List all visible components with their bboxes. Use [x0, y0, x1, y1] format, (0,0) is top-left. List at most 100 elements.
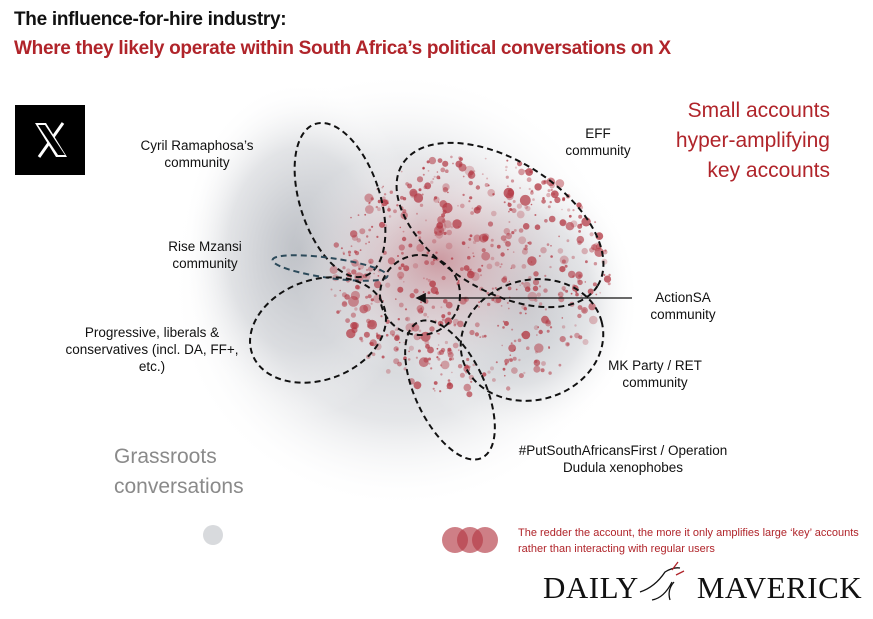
account-node	[575, 290, 578, 294]
account-node	[443, 299, 448, 304]
account-node	[371, 352, 376, 357]
account-node	[351, 327, 358, 334]
account-node	[506, 386, 511, 391]
account-node	[341, 301, 348, 308]
account-node	[427, 316, 429, 318]
account-node	[394, 329, 397, 331]
account-node	[546, 329, 550, 333]
account-node	[548, 215, 556, 223]
account-node	[507, 248, 509, 251]
account-node	[342, 266, 346, 270]
account-node	[387, 208, 391, 212]
account-node	[365, 295, 369, 299]
account-node	[398, 341, 401, 344]
account-node	[538, 255, 541, 257]
account-node	[517, 161, 523, 167]
account-node	[570, 292, 573, 295]
legend-circles-icon	[442, 527, 498, 553]
account-node	[519, 187, 522, 189]
account-node	[523, 307, 527, 311]
account-node	[382, 200, 385, 203]
account-node	[434, 196, 438, 200]
account-node	[519, 194, 531, 206]
account-node	[446, 382, 454, 390]
account-node	[459, 372, 465, 378]
account-node	[355, 284, 360, 290]
account-node	[365, 268, 369, 272]
account-node	[368, 241, 370, 243]
account-node	[503, 228, 510, 235]
account-node	[450, 257, 454, 260]
account-node	[428, 357, 431, 361]
account-node	[395, 298, 397, 300]
account-node	[441, 275, 446, 281]
account-node	[393, 346, 399, 352]
account-node	[510, 342, 513, 345]
account-node	[508, 344, 517, 352]
account-node	[421, 311, 424, 313]
account-node	[432, 239, 437, 244]
account-node	[389, 330, 396, 336]
account-node	[510, 179, 515, 183]
account-node	[407, 183, 413, 189]
mk-outline	[459, 278, 605, 402]
account-node	[396, 204, 399, 207]
account-node	[416, 305, 425, 313]
account-node	[533, 359, 541, 367]
account-node	[451, 371, 453, 374]
account-node	[340, 247, 343, 250]
account-node	[527, 291, 537, 302]
account-node	[521, 264, 527, 269]
account-node	[467, 255, 471, 260]
label-ramaphosa: Cyril Ramaphosa’s community	[140, 138, 254, 170]
account-node	[379, 221, 385, 228]
account-node	[371, 225, 374, 228]
account-node	[592, 282, 597, 287]
account-node	[376, 235, 379, 238]
account-node	[439, 390, 442, 393]
account-node	[464, 364, 469, 369]
account-node	[486, 291, 490, 295]
account-node	[333, 294, 337, 297]
account-node	[475, 185, 481, 190]
account-node	[576, 202, 582, 208]
account-node	[567, 208, 571, 212]
account-node	[594, 247, 604, 257]
account-node	[444, 340, 448, 345]
account-node	[365, 242, 367, 245]
account-node	[544, 274, 547, 277]
account-node	[547, 205, 551, 209]
account-node	[494, 261, 500, 267]
account-node	[566, 342, 570, 346]
account-node	[377, 275, 380, 277]
account-node	[377, 207, 381, 212]
account-node	[512, 356, 517, 361]
account-node	[367, 294, 372, 299]
account-node	[506, 185, 509, 188]
account-node	[416, 212, 418, 215]
account-node	[481, 335, 485, 338]
account-node	[524, 286, 531, 293]
account-node	[524, 312, 527, 315]
account-node	[536, 334, 538, 336]
account-node	[550, 188, 553, 192]
account-node	[574, 332, 580, 339]
account-node	[499, 265, 502, 268]
account-node	[470, 268, 473, 271]
account-node	[561, 259, 566, 264]
account-node	[442, 183, 450, 191]
account-node	[370, 197, 374, 201]
account-node	[422, 291, 425, 293]
account-node	[576, 235, 585, 244]
ramaphosa-outline	[293, 121, 387, 279]
account-node	[507, 232, 510, 236]
account-node	[524, 244, 528, 248]
account-node	[502, 320, 505, 323]
account-node	[484, 157, 487, 160]
account-node	[381, 196, 386, 201]
account-node	[577, 223, 583, 229]
account-node	[494, 287, 497, 290]
account-node	[507, 286, 512, 291]
account-node	[523, 371, 526, 375]
account-node	[481, 173, 484, 176]
